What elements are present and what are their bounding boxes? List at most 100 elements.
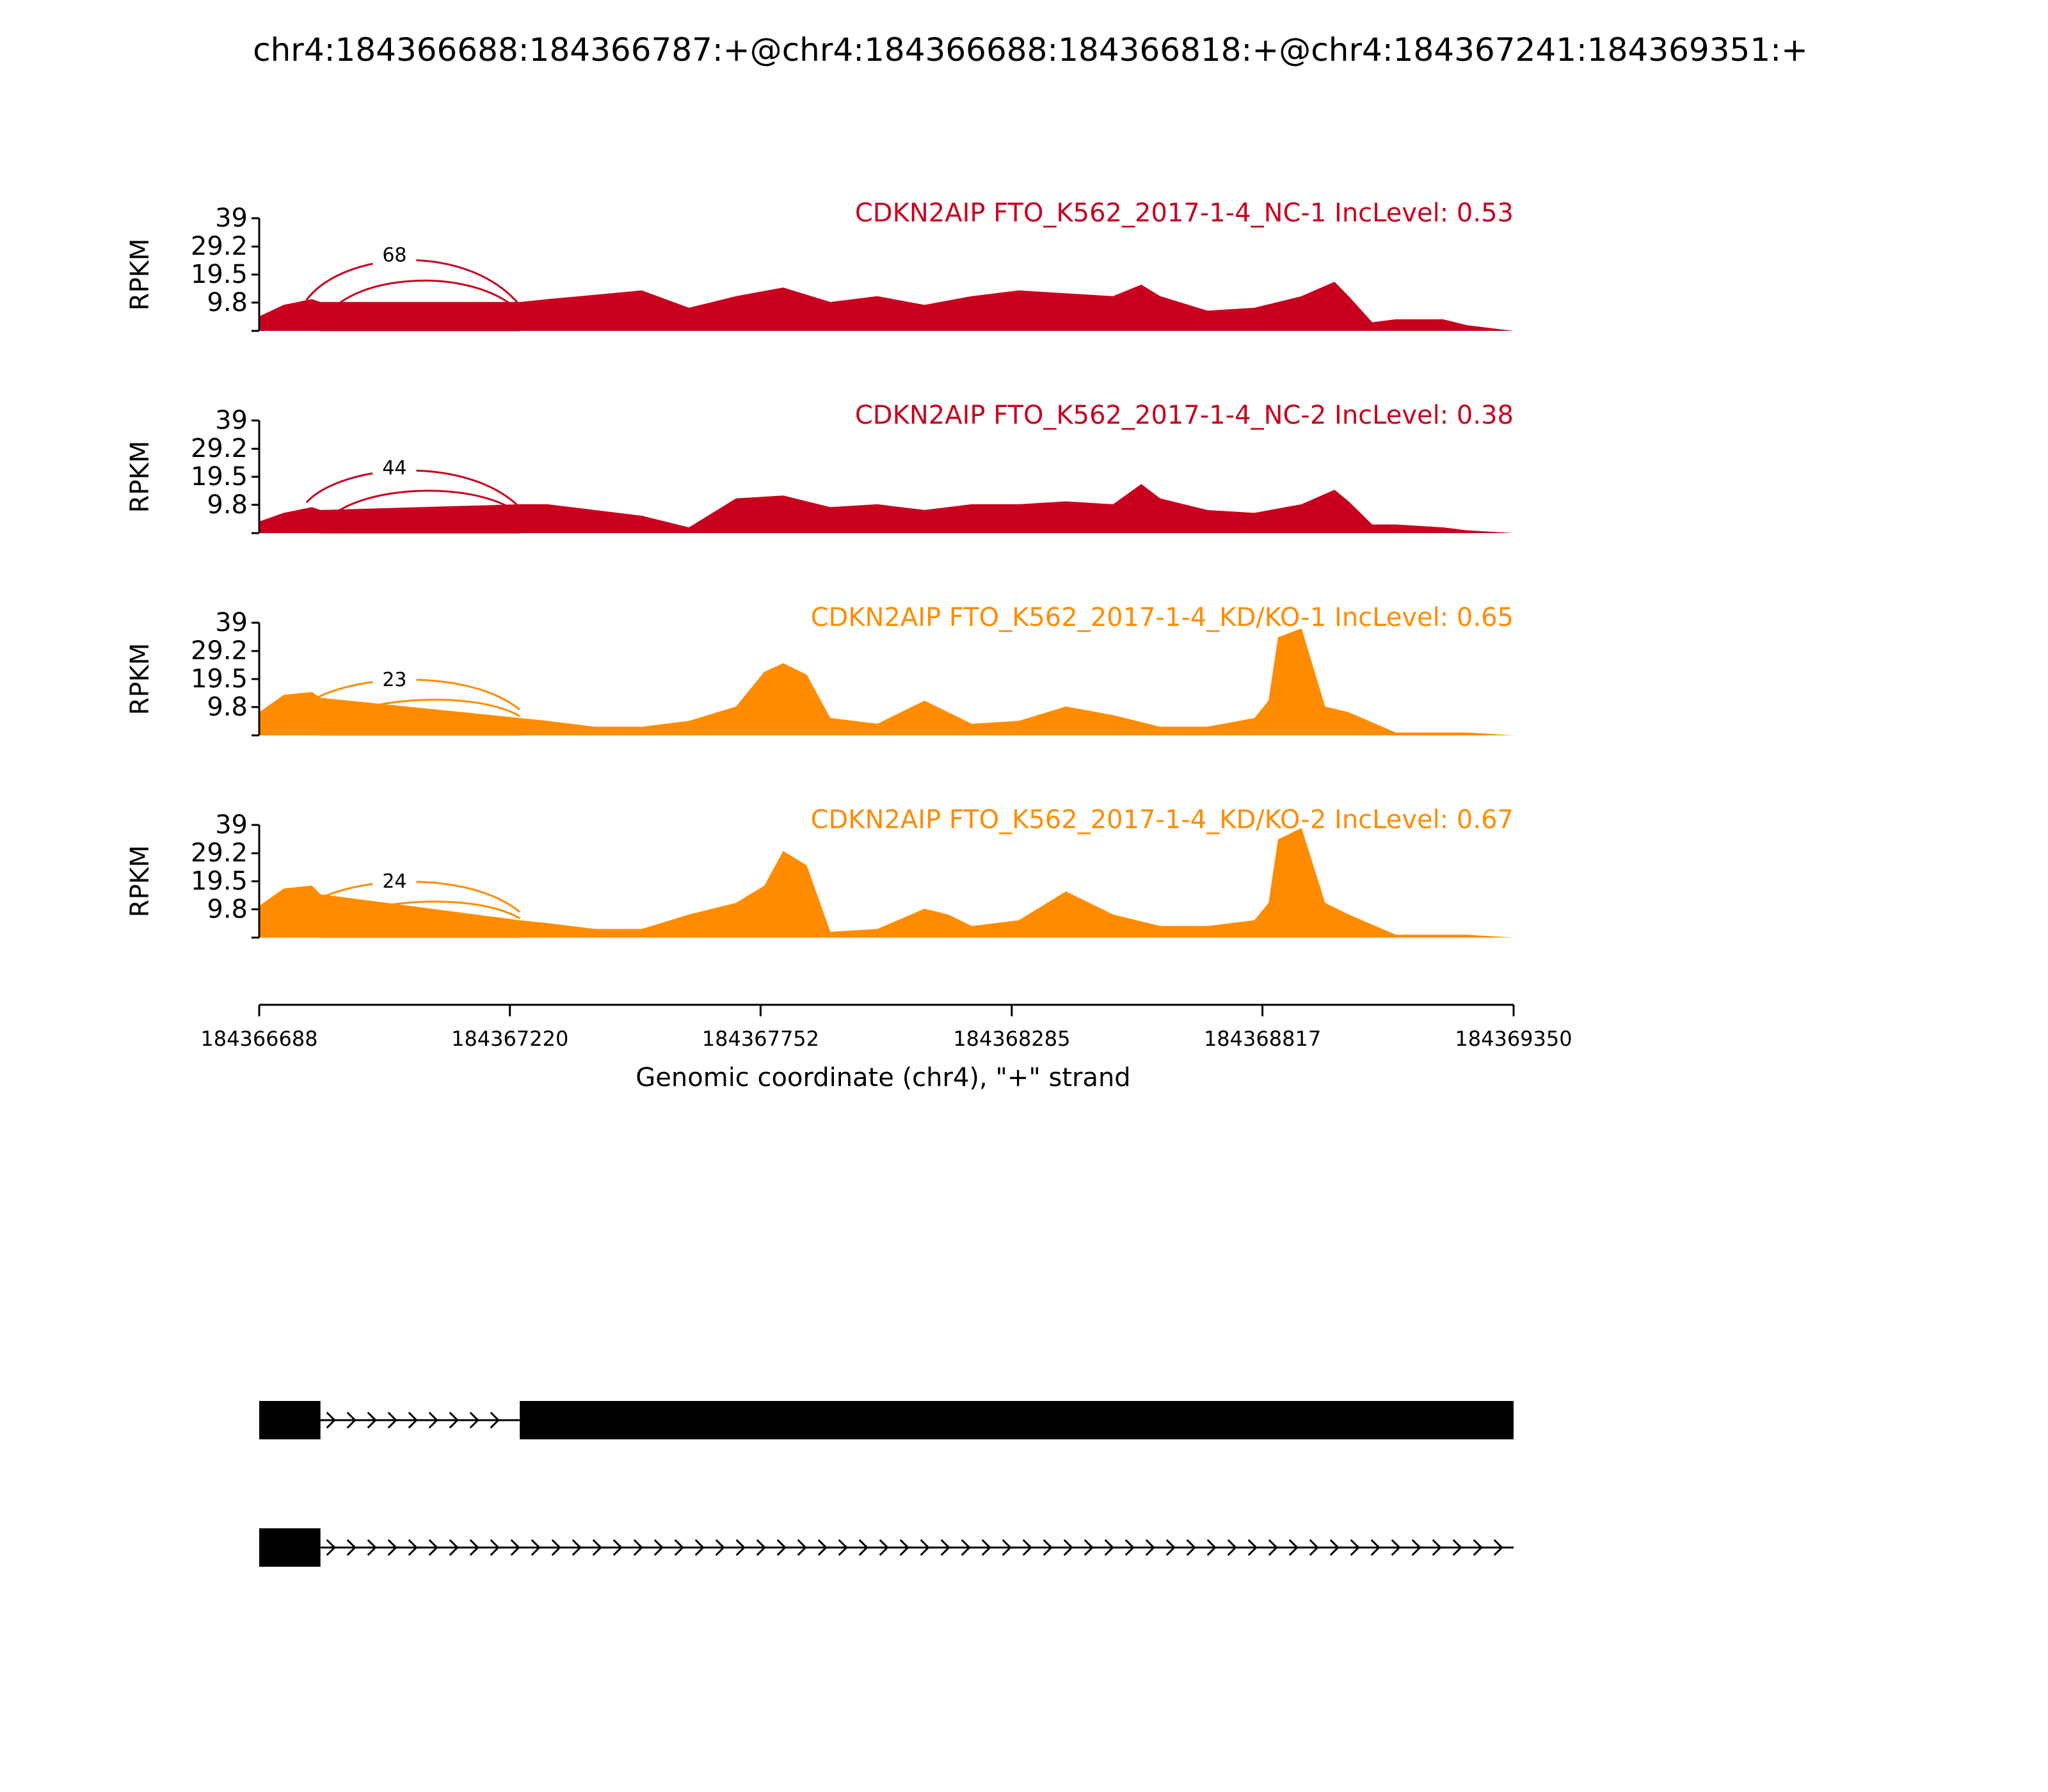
strand-arrow (1411, 1539, 1421, 1556)
strand-arrow (592, 1539, 602, 1556)
strand-arrow (572, 1539, 582, 1556)
strand-arrow (1145, 1539, 1155, 1556)
strand-arrow (1309, 1539, 1319, 1556)
junction-label-bg (372, 241, 417, 268)
strand-arrow (531, 1539, 541, 1556)
x-tick-label: 184368817 (1204, 1027, 1321, 1051)
strand-arrow (346, 1411, 356, 1429)
strand-arrow (387, 1411, 397, 1429)
figure-title: chr4:184366688:184366787:+@chr4:18436668… (253, 31, 1808, 68)
y-tick-label: 29.2 (191, 434, 248, 463)
strand-arrow (961, 1539, 971, 1556)
strand-arrow (1452, 1539, 1462, 1556)
y-tick-label: 9.8 (207, 490, 248, 520)
junction-arc-lower (319, 279, 521, 330)
y-tick-label: 9.8 (207, 692, 248, 722)
y-tick-label: 9.8 (207, 895, 248, 924)
strand-arrow (1002, 1539, 1012, 1556)
strand-arrow (899, 1539, 909, 1556)
strand-arrow (633, 1539, 643, 1556)
x-axis-label: Genomic coordinate (chr4), "+" strand (636, 1063, 1130, 1092)
strand-arrow (1268, 1539, 1278, 1556)
strand-arrow (735, 1539, 746, 1556)
strand-arrow (449, 1411, 459, 1429)
strand-arrow (367, 1411, 377, 1429)
strand-arrow (776, 1539, 787, 1556)
strand-arrow (1022, 1539, 1032, 1556)
y-tick-label: 29.2 (191, 838, 248, 868)
y-axis-label: RPKM (125, 643, 155, 716)
exon-block (520, 1401, 1514, 1439)
strand-arrow (1432, 1539, 1442, 1556)
strand-arrow (1473, 1539, 1483, 1556)
y-tick-label: 19.5 (191, 867, 248, 896)
coverage-area (259, 282, 1514, 331)
y-tick-label: 19.5 (191, 462, 248, 492)
strand-arrow (858, 1539, 868, 1556)
strand-arrow (1350, 1539, 1360, 1556)
strand-arrow (346, 1539, 356, 1556)
x-axis: 184366688 184367220 184367752 184368285 1843… (200, 1004, 1572, 1051)
track-label: CDKN2AIP FTO_K562_2017-1-4_NC-2 IncLevel… (855, 401, 1514, 430)
junction-count: 68 (382, 244, 406, 266)
strand-arrow (1370, 1539, 1380, 1556)
strand-arrow (1288, 1539, 1299, 1556)
y-tick-label: 19.5 (191, 260, 248, 289)
y-tick-label: 9.8 (207, 288, 248, 317)
strand-arrow (1043, 1539, 1053, 1556)
strand-arrow (1391, 1539, 1401, 1556)
strand-arrow (1124, 1539, 1135, 1556)
junction-arc-lower (319, 698, 520, 735)
track-label: CDKN2AIP FTO_K562_2017-1-4_NC-1 IncLevel… (855, 198, 1514, 228)
strand-arrow (428, 1411, 438, 1429)
y-tick-label: 39 (215, 810, 248, 840)
strand-arrow (1247, 1539, 1258, 1556)
strand-arrow (367, 1539, 377, 1556)
junction-count: 24 (382, 870, 406, 893)
strand-arrow (490, 1411, 500, 1429)
strand-arrow (551, 1539, 561, 1556)
x-tick-label: 184367220 (451, 1027, 568, 1051)
junction-count: 23 (382, 669, 406, 691)
y-tick-label: 29.2 (191, 636, 248, 666)
y-axis-label: RPKM (125, 441, 155, 513)
junction-label-bg (372, 454, 417, 481)
transcript-1 (259, 1401, 1514, 1439)
exon-block (259, 1528, 321, 1567)
strand-arrow (940, 1539, 950, 1556)
strand-arrow (490, 1539, 500, 1556)
y-tick-label: 39 (215, 204, 248, 233)
strand-arrow (1186, 1539, 1196, 1556)
strand-arrow (428, 1539, 438, 1556)
strand-arrow (1084, 1539, 1094, 1556)
x-tick-label: 184368285 (953, 1027, 1070, 1051)
strand-arrow (1493, 1539, 1503, 1556)
strand-arrow (449, 1539, 459, 1556)
strand-arrow (797, 1539, 807, 1556)
strand-arrow (612, 1539, 623, 1556)
strand-arrow (694, 1539, 705, 1556)
y-tick-label: 29.2 (191, 232, 248, 261)
coverage-area (259, 628, 1514, 735)
y-axis-label: RPKM (125, 239, 155, 311)
strand-arrow (879, 1539, 889, 1556)
junction-arc-lower (319, 490, 521, 532)
coverage-area (259, 484, 1514, 533)
strand-arrow (469, 1539, 479, 1556)
strand-arrow (1165, 1539, 1176, 1556)
track-label: CDKN2AIP FTO_K562_2017-1-4_KD/KO-1 IncLe… (811, 603, 1514, 632)
y-tick-label: 39 (215, 608, 248, 637)
transcript-2 (259, 1528, 1514, 1567)
strand-arrow (1227, 1539, 1237, 1556)
y-tick-label: 19.5 (191, 664, 248, 694)
strand-arrow (981, 1539, 991, 1556)
strand-arrow (756, 1539, 766, 1556)
strand-arrow (715, 1539, 725, 1556)
transcript-models (259, 1401, 1514, 1567)
